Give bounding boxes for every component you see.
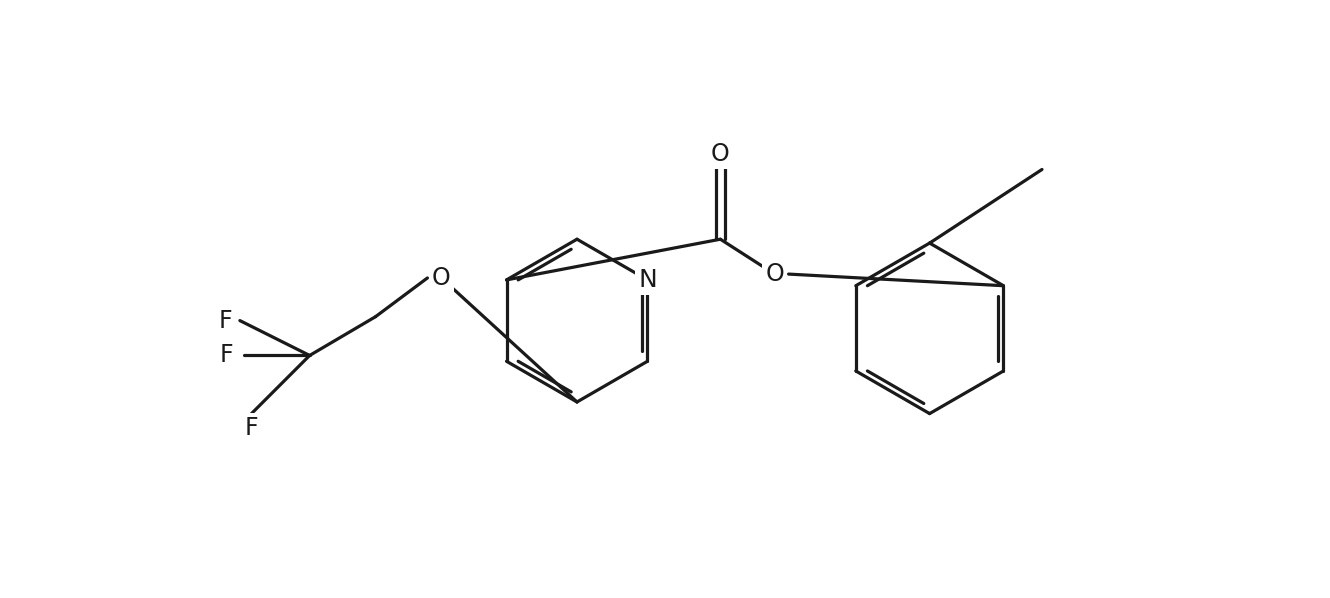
Text: F: F — [219, 309, 233, 332]
Text: F: F — [245, 416, 258, 440]
Text: O: O — [432, 266, 451, 290]
Text: N: N — [638, 268, 657, 292]
Text: O: O — [712, 142, 730, 166]
Text: O: O — [765, 262, 783, 286]
Text: F: F — [219, 343, 234, 367]
